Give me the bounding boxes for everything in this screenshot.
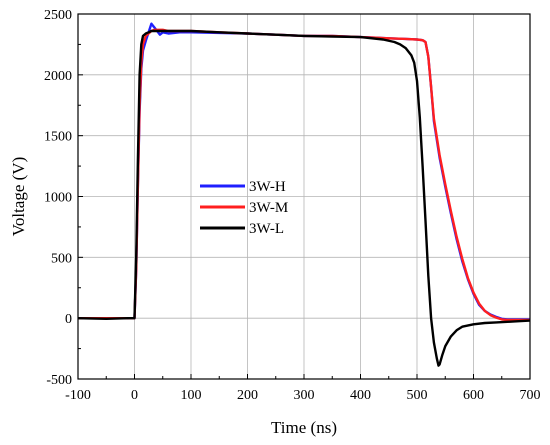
y-tick-label: 2500: [44, 8, 72, 23]
x-tick-label: 0: [131, 388, 138, 403]
x-axis-title: Time (ns): [271, 418, 337, 437]
y-tick-label: 500: [51, 251, 72, 266]
series-line-3w-l: [77, 29, 531, 367]
x-tick-label: 100: [181, 388, 202, 403]
tick-labels: -100 0 100 200 300 400 500 600 700 -500 0 500 1000 15…: [44, 8, 541, 403]
legend-label: 3W-H: [249, 179, 286, 195]
x-tick-label: 200: [237, 388, 258, 403]
y-axis-title: Voltage (V): [9, 157, 28, 236]
ticks: [77, 13, 531, 380]
y-tick-label: 2000: [44, 69, 72, 84]
y-tick-label: 0: [65, 312, 72, 327]
x-tick-label: 500: [407, 388, 428, 403]
x-tick-label: 400: [350, 388, 371, 403]
y-tick-label: 1000: [44, 191, 72, 206]
x-tick-label: 600: [463, 388, 484, 403]
x-tick-label: -100: [65, 388, 91, 403]
series-layer: [77, 22, 531, 367]
x-tick-label: 300: [294, 388, 315, 403]
legend: 3W-H 3W-M 3W-L: [200, 179, 288, 237]
legend-label: 3W-M: [249, 200, 288, 216]
y-tick-label: -500: [46, 373, 72, 388]
grid: [77, 13, 531, 380]
x-tick-label: 700: [520, 388, 541, 403]
legend-label: 3W-L: [249, 221, 284, 237]
y-tick-label: 1500: [44, 130, 72, 145]
